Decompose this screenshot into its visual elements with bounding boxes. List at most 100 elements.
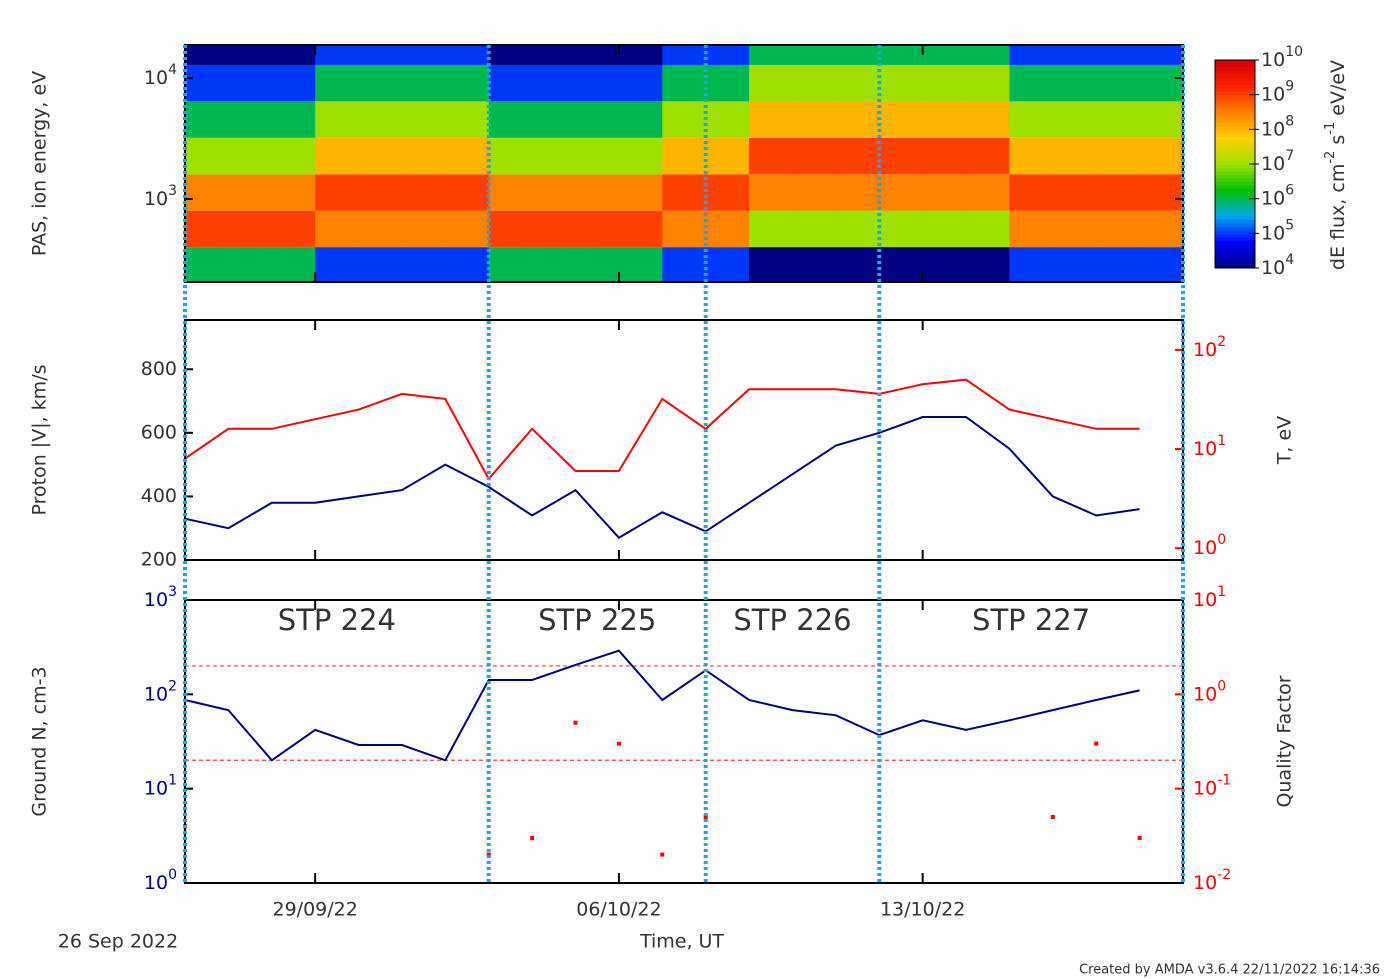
heatmap-cell [532,210,577,248]
heatmap-cell [1139,210,1184,248]
heatmap-cell [1009,247,1054,282]
data-line [184,378,1140,481]
colorbar-step [1215,219,1255,224]
heatmap-cell [358,45,403,65]
heatmap-cell [1052,45,1097,65]
heatmap-cell [532,45,577,65]
colorbar-step [1215,101,1255,106]
heatmap-cell [835,45,880,65]
heatmap-cell [879,247,924,282]
heatmap-cell [532,137,577,175]
heatmap-cell [185,174,229,211]
colorbar-step [1215,115,1255,120]
y2-tick-label-exponent: -1 [1217,773,1231,789]
heatmap-cell [358,174,403,211]
heatmap-cell [445,247,490,282]
panel-frame [184,44,1184,283]
heatmap-cell [271,137,316,175]
heatmap-cell [185,247,229,282]
colorbar-step [1215,66,1255,71]
heatmap-cell [618,45,663,65]
colorbar-label: dE flux, cm-2 s-1 eV/eV [1323,60,1349,270]
heatmap-cell [922,101,967,138]
heatmap-cell [1139,247,1184,282]
y-axis-label: PAS, ion energy, eV [29,71,51,256]
colorbar-step [1215,198,1255,203]
x-tick-label: 13/10/22 [880,899,965,921]
heatmap-cell [1139,101,1184,138]
heatmap-cell [532,247,577,282]
heatmap-cell [401,101,446,138]
annotation: STP 227 [972,603,1090,637]
heatmap-cell [749,174,793,211]
colorbar-tick-label-base: 10 [1261,49,1285,71]
heatmap-cell [1009,137,1054,175]
heatmap-cell [488,101,533,138]
data-point [616,741,621,746]
heatmap-cell [228,247,273,282]
heatmap-cell [228,64,273,102]
colorbar-step [1215,209,1255,214]
colorbar-tick-label-base: 10 [1261,257,1285,279]
heatmap-cell [662,174,707,211]
heatmap-cell [1139,174,1184,211]
data-point [1137,835,1142,840]
heatmap-cell [792,210,837,248]
heatmap-cell [575,101,620,138]
heatmap-cell [358,247,403,282]
y-tick-label: 104 [144,62,177,89]
colorbar-step [1215,125,1255,130]
colorbar-label-part: -1 [1323,122,1338,135]
start-date: 26 Sep 2022 [58,931,178,953]
heatmap-cell [488,64,533,102]
heatmap-cell [749,210,793,248]
y-tick-label: 103 [144,183,177,210]
heatmap-cell [401,174,446,211]
heatmap-cell [792,174,837,211]
heatmap-cell [1052,137,1097,175]
y2-tick-label-base: 10 [1193,537,1217,559]
y-tick-label-base: 10 [144,589,168,611]
heatmap-cell [749,247,793,282]
colorbar-step [1215,164,1255,168]
y-tick-label-base: 10 [144,187,168,209]
colorbar-step [1215,202,1255,207]
colorbar-step [1215,212,1255,217]
heatmap-cell [792,45,837,65]
y2-tick-label: 10-1 [1193,773,1231,800]
heatmap-cell [1096,210,1141,248]
y-axis-label: Ground N, cm-3 [29,666,51,816]
colorbar-step [1215,167,1255,172]
data-point [573,720,578,725]
heatmap-cell [185,101,229,138]
heatmap-cell [879,101,924,138]
y2-tick-label-base: 10 [1193,338,1217,360]
colorbar-tick-label-base: 10 [1261,83,1285,105]
colorbar-step [1215,70,1255,75]
colorbar-tick-label-exponent: 7 [1285,148,1294,164]
colorbar-tick-label-exponent: 8 [1285,113,1294,129]
heatmap-cell [358,101,403,138]
colorbar-step [1215,160,1255,165]
colorbar-step [1215,108,1255,113]
heatmap-cell [1052,101,1097,138]
colorbar-tick-label: 109 [1261,79,1294,106]
y-tick-label: 200 [141,549,177,571]
data-point [530,835,535,840]
heatmap-cell [922,210,967,248]
heatmap-cell [618,137,663,175]
y2-tick-label-exponent: 0 [1217,678,1226,694]
heatmap-cell [705,45,750,65]
y-axis-label: Proton |V|, km/s [29,365,51,516]
heatmap-cell [835,137,880,175]
colorbar-tick-label-exponent: 6 [1285,183,1294,199]
y2-tick-label-exponent: 1 [1217,433,1226,449]
y-tick-label: 100 [144,867,177,894]
y-tick-label-exponent: 0 [168,867,177,883]
heatmap-cell [445,174,490,211]
colorbar-step [1215,150,1255,155]
heatmap-cell [835,174,880,211]
heatmap-cell [1096,174,1141,211]
colorbar-step [1215,216,1255,220]
